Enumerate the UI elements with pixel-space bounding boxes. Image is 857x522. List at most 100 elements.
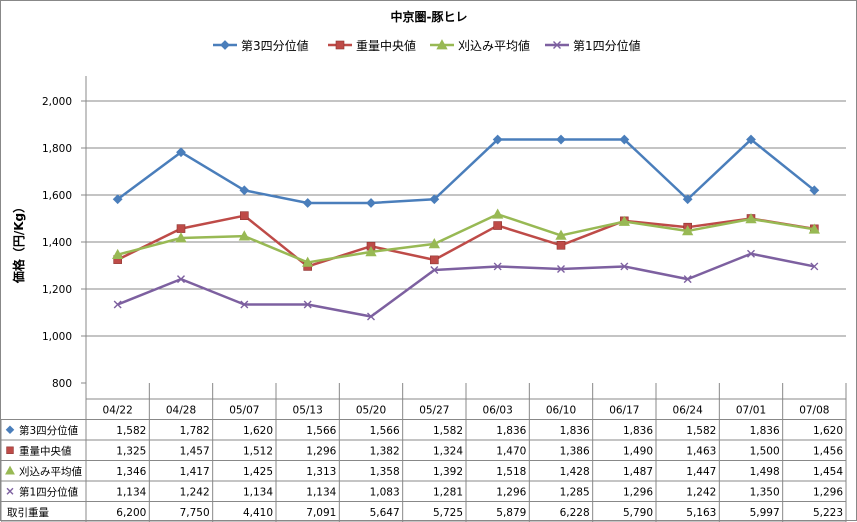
table-cell: 1,386 bbox=[560, 445, 590, 457]
table-cell: 1,083 bbox=[370, 486, 400, 498]
table-cell: 1,463 bbox=[686, 445, 716, 457]
table-cell: 1,242 bbox=[686, 486, 716, 498]
data-point-s2-2 bbox=[238, 230, 250, 241]
y-axis-label: 価格（円/Kg） bbox=[11, 201, 26, 284]
data-point-s3-0 bbox=[113, 300, 122, 309]
table-cell: 1,134 bbox=[116, 486, 146, 498]
table-cell: 1,392 bbox=[433, 466, 463, 478]
y-tick-label: 1,600 bbox=[42, 190, 72, 202]
table-cell: 1,498 bbox=[750, 466, 780, 478]
y-tick-label: 2,000 bbox=[42, 96, 72, 108]
table-cell: 5,163 bbox=[686, 507, 716, 519]
table-cell: 1,313 bbox=[306, 466, 336, 478]
data-point-s2-5 bbox=[428, 238, 440, 249]
legend-label-0: 第3四分位値 bbox=[241, 38, 309, 53]
series-line-3 bbox=[117, 252, 815, 318]
data-point-s3-7 bbox=[557, 265, 565, 274]
data-point-s3-8 bbox=[620, 262, 629, 271]
table-cell: 1,382 bbox=[370, 445, 400, 457]
data-point-s0-0 bbox=[112, 194, 123, 205]
table-cell: 1,242 bbox=[180, 486, 210, 498]
table-key-marker-0 bbox=[5, 425, 15, 435]
data-point-s0-6 bbox=[492, 134, 503, 145]
table-cell: 6,228 bbox=[560, 507, 590, 519]
legend-marker-3 bbox=[553, 41, 561, 49]
x-category-label: 04/28 bbox=[166, 404, 196, 416]
table-cell: 1,425 bbox=[243, 466, 273, 478]
data-point-s0-1 bbox=[176, 147, 186, 158]
table-cell: 5,223 bbox=[813, 507, 843, 519]
table-cell: 1,566 bbox=[306, 425, 336, 437]
table-cell: 5,997 bbox=[750, 507, 780, 519]
table-cell: 1,782 bbox=[180, 425, 210, 437]
table-cell: 1,457 bbox=[180, 445, 210, 457]
table-cell: 1,428 bbox=[560, 466, 590, 478]
table-cell: 1,358 bbox=[370, 466, 400, 478]
table-cell: 1,512 bbox=[243, 445, 273, 457]
table-cell: 1,417 bbox=[180, 466, 210, 478]
table-cell: 1,296 bbox=[813, 486, 843, 498]
data-point-s3-4 bbox=[367, 312, 375, 321]
data-point-s0-4 bbox=[366, 198, 376, 208]
table-key-marker-1 bbox=[6, 446, 14, 454]
data-point-s0-5 bbox=[429, 194, 440, 205]
x-category-label: 05/27 bbox=[419, 404, 449, 416]
data-point-s1-5 bbox=[430, 255, 439, 265]
legend-marker-2 bbox=[436, 39, 448, 50]
table-cell: 5,790 bbox=[623, 507, 653, 519]
table-cell: 1,836 bbox=[623, 425, 653, 437]
data-point-s2-10 bbox=[745, 213, 757, 224]
table-cell: 1,582 bbox=[433, 425, 463, 437]
data-point-s3-10 bbox=[747, 249, 755, 258]
data-point-s2-9 bbox=[682, 225, 694, 236]
table-cell: 4,410 bbox=[243, 507, 273, 519]
x-category-label: 04/22 bbox=[103, 404, 133, 416]
data-point-s2-1 bbox=[175, 232, 187, 243]
x-category-label: 07/08 bbox=[799, 404, 829, 416]
data-point-s1-2 bbox=[240, 211, 249, 220]
table-cell: 1,836 bbox=[560, 425, 590, 437]
table-cell: 1,582 bbox=[686, 425, 716, 437]
series-line-0 bbox=[116, 138, 816, 205]
legend-marker-1 bbox=[335, 40, 345, 50]
x-category-label: 06/03 bbox=[483, 404, 513, 416]
table-cell: 1,134 bbox=[243, 486, 273, 498]
table-cell: 1,487 bbox=[623, 466, 653, 478]
table-cell: 1,285 bbox=[560, 486, 590, 498]
table-cell: 1,134 bbox=[306, 486, 336, 498]
data-point-s3-2 bbox=[240, 300, 249, 309]
table-row-label: 重量中央値 bbox=[19, 444, 72, 457]
y-tick-label: 1,200 bbox=[42, 284, 72, 296]
table-cell: 1,350 bbox=[750, 486, 780, 498]
data-point-s0-3 bbox=[302, 198, 313, 208]
table-row-label: 刈込み平均値 bbox=[19, 465, 82, 478]
table-cell: 1,620 bbox=[243, 425, 273, 437]
x-category-label: 06/24 bbox=[673, 404, 704, 416]
x-category-label: 05/13 bbox=[293, 404, 323, 416]
table-cell: 1,296 bbox=[306, 445, 336, 457]
table-key-marker-2 bbox=[5, 465, 15, 475]
data-point-s2-0 bbox=[112, 248, 124, 260]
table-cell: 1,566 bbox=[370, 425, 400, 437]
table-cell: 1,836 bbox=[750, 425, 780, 437]
legend-marker-0 bbox=[220, 40, 230, 50]
data-point-s1-7 bbox=[556, 240, 566, 250]
table-cell: 1,296 bbox=[623, 486, 653, 498]
data-point-s0-8 bbox=[619, 134, 630, 145]
data-point-s1-6 bbox=[493, 221, 502, 230]
table-cell: 1,836 bbox=[496, 425, 526, 437]
data-point-s3-5 bbox=[430, 265, 439, 274]
table-cell: 1,324 bbox=[433, 445, 463, 457]
table-cell: 6,200 bbox=[116, 507, 146, 519]
x-category-label: 05/20 bbox=[356, 404, 386, 416]
table-cell: 7,091 bbox=[306, 507, 336, 519]
data-point-s3-3 bbox=[303, 300, 312, 309]
x-category-label: 05/07 bbox=[229, 404, 259, 416]
data-point-s3-6 bbox=[493, 262, 502, 271]
x-category-label: 07/01 bbox=[736, 404, 766, 416]
table-cell: 1,454 bbox=[813, 466, 843, 478]
data-point-s3-1 bbox=[177, 275, 185, 284]
table-key-marker-3 bbox=[6, 487, 14, 495]
table-cell: 1,500 bbox=[750, 445, 780, 457]
